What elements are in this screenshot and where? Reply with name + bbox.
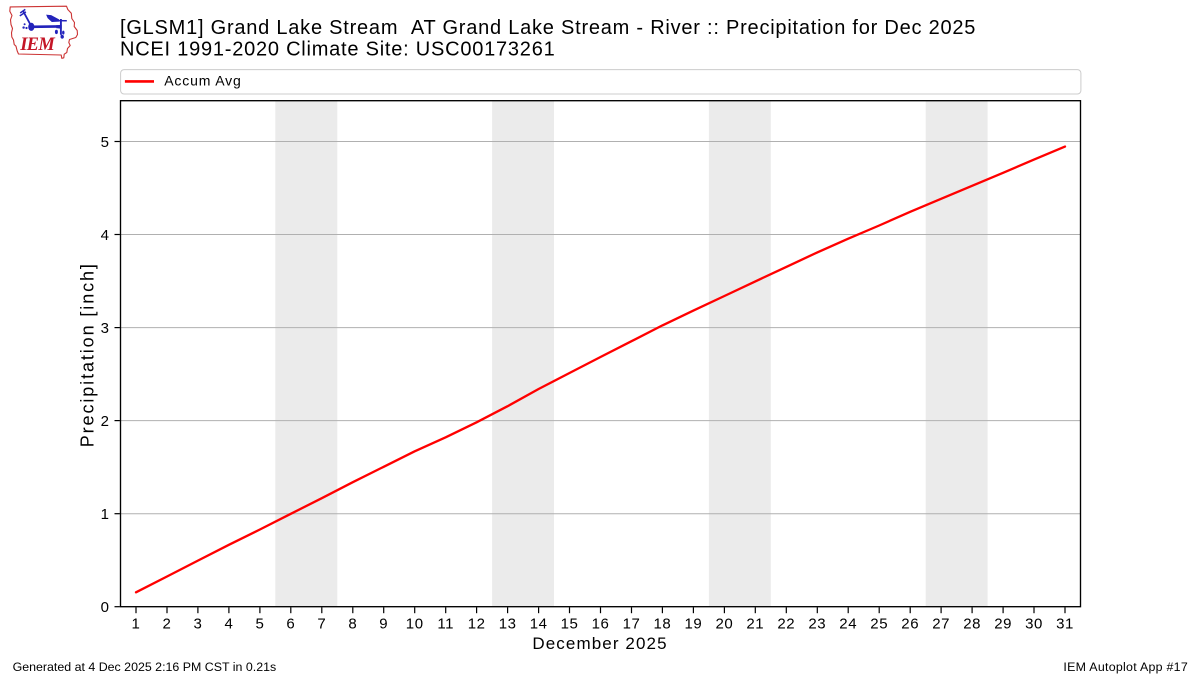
svg-text:12: 12 [468, 615, 486, 632]
svg-text:10: 10 [406, 615, 424, 632]
svg-text:Precipitation [inch]: Precipitation [inch] [77, 262, 97, 447]
svg-text:23: 23 [808, 615, 826, 632]
svg-text:24: 24 [839, 615, 857, 632]
svg-text:0: 0 [101, 599, 110, 616]
svg-text:21: 21 [746, 615, 764, 632]
svg-text:5: 5 [101, 134, 110, 151]
svg-text:19: 19 [685, 615, 703, 632]
svg-text:26: 26 [901, 615, 919, 632]
svg-text:28: 28 [963, 615, 981, 632]
svg-text:IEM: IEM [19, 35, 55, 55]
svg-text:30: 30 [1025, 615, 1043, 632]
svg-text:8: 8 [348, 615, 357, 632]
svg-text:Generated at 4 Dec 2025 2:16 P: Generated at 4 Dec 2025 2:16 PM CST in 0… [13, 660, 277, 674]
svg-text:4: 4 [101, 227, 110, 244]
svg-text:4: 4 [224, 615, 233, 632]
svg-text:31: 31 [1056, 615, 1074, 632]
svg-text:7: 7 [317, 615, 326, 632]
svg-text:18: 18 [654, 615, 672, 632]
svg-text:6: 6 [286, 615, 295, 632]
svg-text:[GLSM1] Grand Lake Stream AT: [GLSM1] Grand Lake Stream AT Grand Lake … [120, 17, 976, 39]
svg-text:IEM Autoplot App #17: IEM Autoplot App #17 [1063, 660, 1188, 674]
svg-text:5: 5 [255, 615, 264, 632]
svg-text:3: 3 [193, 615, 202, 632]
svg-text:9: 9 [379, 615, 388, 632]
svg-text:15: 15 [561, 615, 579, 632]
svg-text:22: 22 [777, 615, 795, 632]
svg-text:11: 11 [437, 615, 454, 632]
svg-text:17: 17 [623, 615, 641, 632]
svg-text:13: 13 [499, 615, 517, 632]
svg-text:3: 3 [101, 320, 110, 337]
svg-text:16: 16 [592, 615, 610, 632]
svg-text:1: 1 [101, 506, 110, 523]
svg-text:25: 25 [870, 615, 888, 632]
svg-text:NCEI 1991-2020 Climate Site: U: NCEI 1991-2020 Climate Site: USC00173261 [120, 39, 555, 61]
svg-text:Accum Avg: Accum Avg [164, 72, 241, 88]
svg-text:20: 20 [716, 615, 734, 632]
svg-text:December 2025: December 2025 [532, 634, 667, 653]
svg-text:29: 29 [994, 615, 1012, 632]
svg-text:14: 14 [530, 615, 548, 632]
svg-text:2: 2 [163, 615, 172, 632]
svg-text:27: 27 [932, 615, 950, 632]
svg-text:2: 2 [101, 413, 110, 430]
svg-text:1: 1 [132, 615, 141, 632]
